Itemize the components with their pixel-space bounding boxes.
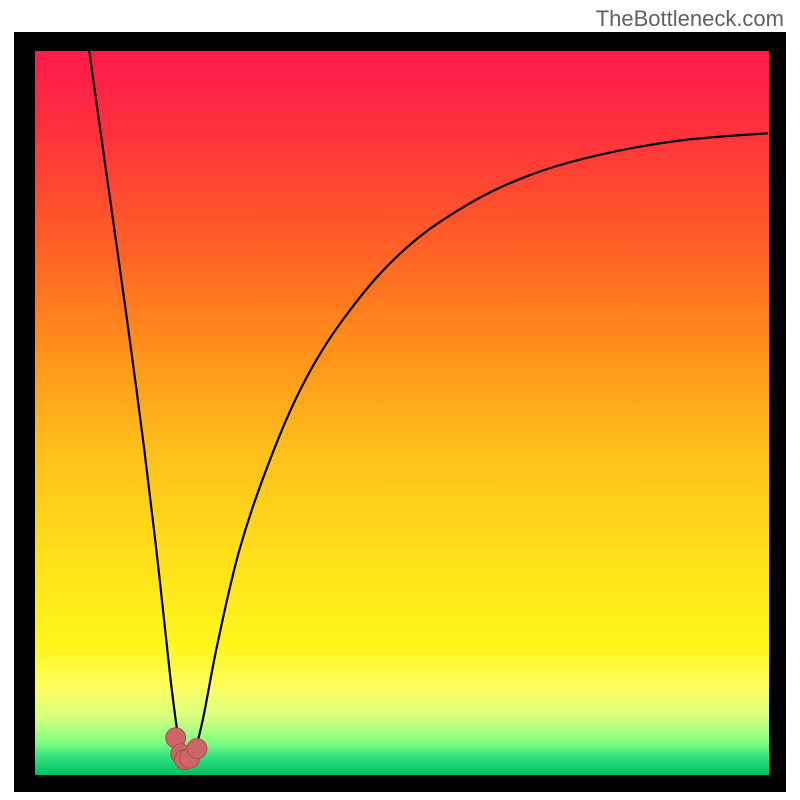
dip-marker: [187, 739, 207, 759]
chart-svg: [0, 0, 800, 800]
chart-stage: TheBottleneck.com: [0, 0, 800, 800]
bottleneck-curve: [89, 50, 768, 760]
